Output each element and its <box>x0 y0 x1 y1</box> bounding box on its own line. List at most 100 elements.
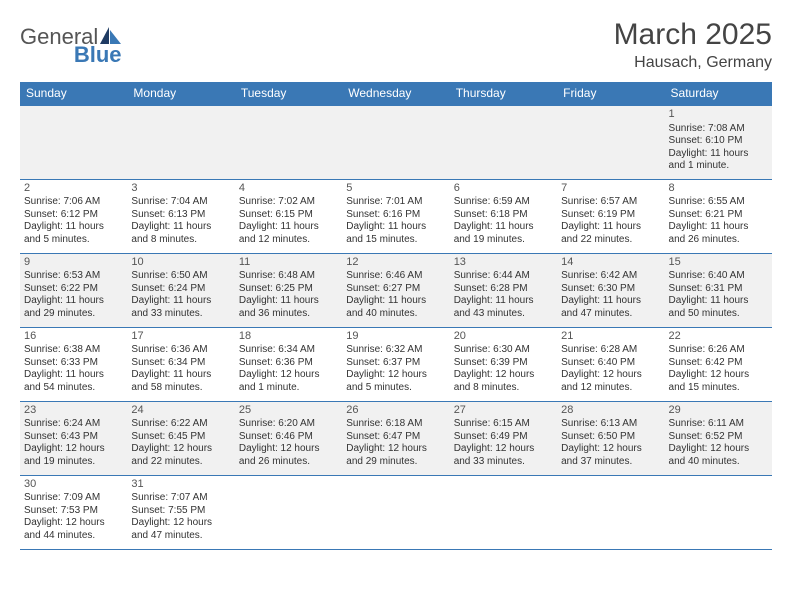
calendar-cell: 13Sunrise: 6:44 AMSunset: 6:28 PMDayligh… <box>450 253 557 327</box>
cell-sunrise: Sunrise: 7:04 AM <box>131 196 230 209</box>
day-number: 17 <box>131 330 230 344</box>
day-header: Saturday <box>665 82 772 105</box>
cell-daylight2: and 15 minutes. <box>346 234 445 247</box>
cell-sunrise: Sunrise: 7:08 AM <box>669 123 768 136</box>
day-number: 15 <box>669 256 768 270</box>
cell-daylight2: and 44 minutes. <box>24 530 123 543</box>
cell-sunrise: Sunrise: 6:36 AM <box>131 344 230 357</box>
calendar-cell: 23Sunrise: 6:24 AMSunset: 6:43 PMDayligh… <box>20 401 127 475</box>
cell-daylight1: Daylight: 11 hours <box>131 295 230 308</box>
cell-sunset: Sunset: 6:31 PM <box>669 283 768 296</box>
cell-sunset: Sunset: 6:25 PM <box>239 283 338 296</box>
cell-sunrise: Sunrise: 6:50 AM <box>131 270 230 283</box>
cell-daylight1: Daylight: 12 hours <box>239 443 338 456</box>
calendar-cell: 25Sunrise: 6:20 AMSunset: 6:46 PMDayligh… <box>235 401 342 475</box>
day-number: 7 <box>561 182 660 196</box>
cell-daylight1: Daylight: 11 hours <box>346 295 445 308</box>
calendar-cell: 2Sunrise: 7:06 AMSunset: 6:12 PMDaylight… <box>20 179 127 253</box>
cell-sunset: Sunset: 6:10 PM <box>669 135 768 148</box>
day-number: 27 <box>454 404 553 418</box>
calendar-cell: 9Sunrise: 6:53 AMSunset: 6:22 PMDaylight… <box>20 253 127 327</box>
cell-sunrise: Sunrise: 6:38 AM <box>24 344 123 357</box>
logo-text-2: Blue <box>74 42 122 67</box>
calendar-cell: 1Sunrise: 7:08 AMSunset: 6:10 PMDaylight… <box>665 105 772 179</box>
cell-sunrise: Sunrise: 6:59 AM <box>454 196 553 209</box>
cell-daylight1: Daylight: 11 hours <box>561 221 660 234</box>
day-number: 19 <box>346 330 445 344</box>
day-header: Sunday <box>20 82 127 105</box>
day-number: 5 <box>346 182 445 196</box>
cell-sunset: Sunset: 6:42 PM <box>669 357 768 370</box>
cell-daylight1: Daylight: 11 hours <box>669 221 768 234</box>
cell-daylight2: and 12 minutes. <box>561 382 660 395</box>
calendar-week-row: 23Sunrise: 6:24 AMSunset: 6:43 PMDayligh… <box>20 401 772 475</box>
cell-daylight1: Daylight: 12 hours <box>24 517 123 530</box>
day-number: 3 <box>131 182 230 196</box>
day-number: 10 <box>131 256 230 270</box>
cell-daylight2: and 37 minutes. <box>561 456 660 469</box>
calendar-cell <box>450 475 557 549</box>
calendar-cell: 3Sunrise: 7:04 AMSunset: 6:13 PMDaylight… <box>127 179 234 253</box>
cell-daylight1: Daylight: 11 hours <box>131 369 230 382</box>
cell-sunset: Sunset: 6:52 PM <box>669 431 768 444</box>
cell-sunrise: Sunrise: 6:30 AM <box>454 344 553 357</box>
cell-daylight2: and 19 minutes. <box>24 456 123 469</box>
calendar-cell: 30Sunrise: 7:09 AMSunset: 7:53 PMDayligh… <box>20 475 127 549</box>
day-number: 23 <box>24 404 123 418</box>
calendar-cell: 21Sunrise: 6:28 AMSunset: 6:40 PMDayligh… <box>557 327 664 401</box>
cell-sunrise: Sunrise: 6:28 AM <box>561 344 660 357</box>
day-number: 12 <box>346 256 445 270</box>
day-number: 25 <box>239 404 338 418</box>
day-number: 29 <box>669 404 768 418</box>
cell-daylight1: Daylight: 11 hours <box>454 221 553 234</box>
calendar-cell: 4Sunrise: 7:02 AMSunset: 6:15 PMDaylight… <box>235 179 342 253</box>
cell-sunrise: Sunrise: 6:55 AM <box>669 196 768 209</box>
cell-daylight2: and 33 minutes. <box>454 456 553 469</box>
cell-daylight1: Daylight: 11 hours <box>239 295 338 308</box>
cell-sunrise: Sunrise: 6:20 AM <box>239 418 338 431</box>
cell-daylight2: and 8 minutes. <box>454 382 553 395</box>
cell-daylight2: and 26 minutes. <box>239 456 338 469</box>
cell-daylight2: and 26 minutes. <box>669 234 768 247</box>
day-header: Friday <box>557 82 664 105</box>
calendar-cell <box>450 105 557 179</box>
calendar-table: SundayMondayTuesdayWednesdayThursdayFrid… <box>20 82 772 550</box>
cell-daylight2: and 47 minutes. <box>131 530 230 543</box>
calendar-cell: 17Sunrise: 6:36 AMSunset: 6:34 PMDayligh… <box>127 327 234 401</box>
day-header: Monday <box>127 82 234 105</box>
day-number: 6 <box>454 182 553 196</box>
calendar-cell: 20Sunrise: 6:30 AMSunset: 6:39 PMDayligh… <box>450 327 557 401</box>
day-number: 4 <box>239 182 338 196</box>
calendar-cell <box>557 475 664 549</box>
cell-daylight1: Daylight: 12 hours <box>454 369 553 382</box>
day-number: 13 <box>454 256 553 270</box>
cell-sunset: Sunset: 7:53 PM <box>24 505 123 518</box>
calendar-cell: 11Sunrise: 6:48 AMSunset: 6:25 PMDayligh… <box>235 253 342 327</box>
location: Hausach, Germany <box>614 54 772 72</box>
cell-sunset: Sunset: 6:19 PM <box>561 209 660 222</box>
day-number: 31 <box>131 478 230 492</box>
cell-daylight2: and 47 minutes. <box>561 308 660 321</box>
calendar-cell: 5Sunrise: 7:01 AMSunset: 6:16 PMDaylight… <box>342 179 449 253</box>
cell-daylight1: Daylight: 11 hours <box>131 221 230 234</box>
cell-daylight2: and 12 minutes. <box>239 234 338 247</box>
day-number: 30 <box>24 478 123 492</box>
day-header: Wednesday <box>342 82 449 105</box>
calendar-cell <box>557 105 664 179</box>
calendar-cell <box>235 475 342 549</box>
cell-daylight1: Daylight: 11 hours <box>24 369 123 382</box>
cell-daylight2: and 40 minutes. <box>346 308 445 321</box>
day-number: 24 <box>131 404 230 418</box>
day-number: 21 <box>561 330 660 344</box>
cell-daylight1: Daylight: 12 hours <box>346 443 445 456</box>
title-block: March 2025 Hausach, Germany <box>614 18 772 72</box>
cell-daylight2: and 29 minutes. <box>24 308 123 321</box>
calendar-cell: 18Sunrise: 6:34 AMSunset: 6:36 PMDayligh… <box>235 327 342 401</box>
cell-daylight1: Daylight: 12 hours <box>131 443 230 456</box>
cell-sunrise: Sunrise: 6:26 AM <box>669 344 768 357</box>
cell-sunrise: Sunrise: 7:01 AM <box>346 196 445 209</box>
calendar-cell: 10Sunrise: 6:50 AMSunset: 6:24 PMDayligh… <box>127 253 234 327</box>
calendar-cell <box>235 105 342 179</box>
cell-daylight2: and 22 minutes. <box>131 456 230 469</box>
calendar-week-row: 1Sunrise: 7:08 AMSunset: 6:10 PMDaylight… <box>20 105 772 179</box>
